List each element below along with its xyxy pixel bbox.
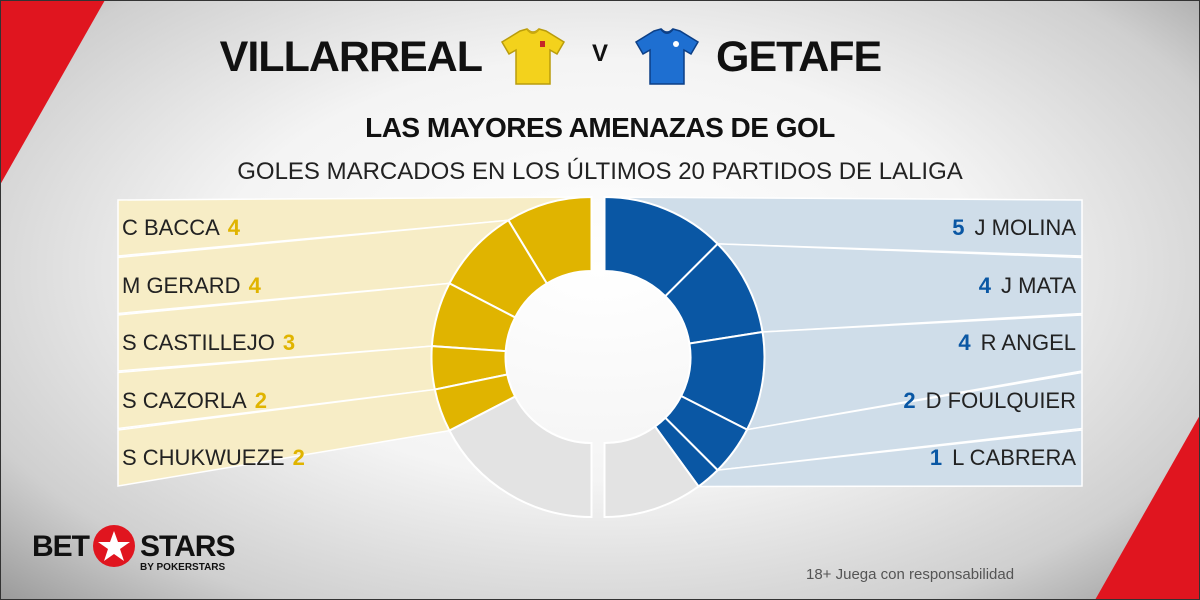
red-star-icon (93, 525, 135, 567)
chart-title: LAS MAYORES AMENAZAS DE GOL (365, 112, 835, 143)
red-corner-bottom-right (1095, 415, 1200, 600)
player-label-c-bacca: C BACCA 4 (122, 215, 241, 240)
logo-stars-text: STARS (140, 530, 235, 563)
away-team-name: GETAFE (716, 33, 882, 81)
logo-bet-text: BET (32, 530, 90, 563)
chart-subtitle: GOLES MARCADOS EN LOS ÚLTIMOS 20 PARTIDO… (237, 158, 963, 185)
player-label-m-gerard: M GERARD 4 (122, 272, 261, 298)
player-label-s-cazorla: S CAZORLA 2 (122, 387, 267, 413)
goals-value: 5 (952, 215, 965, 240)
yellow-shirt-icon (500, 28, 566, 85)
left-others-slice (448, 395, 593, 519)
goals-value: 2 (292, 445, 305, 470)
goals-value: 2 (903, 387, 916, 413)
red-corner-top-left (0, 0, 105, 185)
goals-value: 4 (227, 215, 241, 240)
blue-shirt-icon (634, 28, 700, 85)
goals-value: 4 (248, 272, 261, 298)
goals-value: 1 (929, 445, 943, 470)
logo-by-pokerstars: BY POKERSTARS (140, 562, 226, 573)
home-team-name: VILLARREAL (219, 33, 483, 81)
player-label-s-castillejo: S CASTILLEJO 3 (122, 330, 296, 355)
goals-value: 2 (254, 387, 267, 413)
right-others-slice (603, 425, 700, 519)
goals-value: 4 (978, 272, 992, 298)
goals-value: 3 (282, 330, 296, 355)
goals-value: 4 (958, 330, 971, 355)
versus-label: V (591, 40, 608, 67)
responsible-gaming-disclaimer: 18+ Juega con responsabilidad (806, 566, 1015, 583)
player-label-s-chukwueze: S CHUKWUEZE 2 (122, 445, 305, 470)
